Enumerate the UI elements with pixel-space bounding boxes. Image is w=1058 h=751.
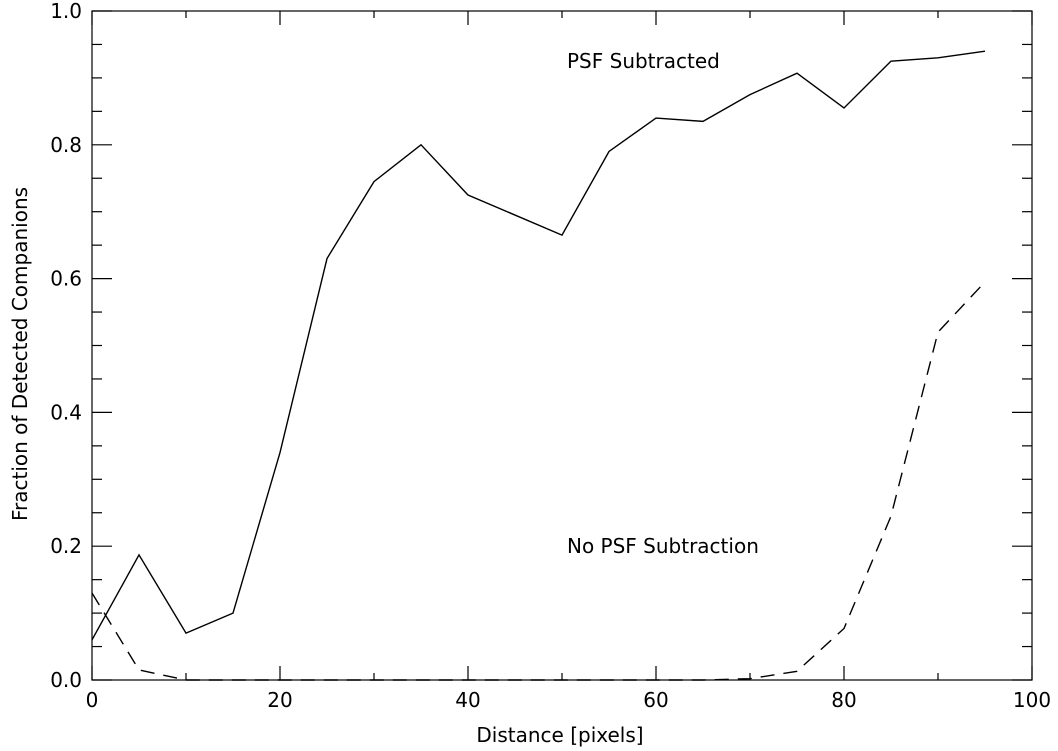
x-axis-label: Distance [pixels] — [476, 723, 643, 747]
y-axis-label: Fraction of Detected Companions — [8, 187, 32, 521]
plot-border — [91, 10, 1033, 681]
x-tick-label: 0 — [86, 688, 99, 712]
x-tick-label: 60 — [643, 688, 668, 712]
y-tick-label: 0.8 — [50, 133, 82, 157]
series-layer — [91, 50, 986, 681]
plot-frame — [91, 10, 1033, 681]
y-tick-label: 1.0 — [50, 0, 82, 23]
x-tick-label: 100 — [1013, 688, 1051, 712]
annotation-layer: PSF Subtracted No PSF Subtraction — [567, 49, 759, 558]
y-tick-label: 0.2 — [50, 534, 82, 558]
annotation-no-psf-label: No PSF Subtraction — [567, 534, 759, 558]
series-line-psf-subtracted — [91, 50, 986, 641]
y-tick-label: 0.0 — [50, 668, 82, 692]
x-tick-label: 20 — [267, 688, 292, 712]
series-line-no-psf-subtraction — [91, 281, 986, 681]
annotation-psf-subtracted-label: PSF Subtracted — [567, 49, 720, 73]
x-tick-label: 40 — [455, 688, 480, 712]
y-tick-label: 0.4 — [50, 400, 82, 424]
y-tick-label: 0.6 — [50, 267, 82, 291]
x-tick-label: 80 — [831, 688, 856, 712]
x-axis-ticks: 0 20 40 60 80 100 — [86, 11, 1051, 712]
y-axis-ticks: 0.0 0.2 0.4 0.6 0.8 1.0 — [50, 0, 1032, 692]
